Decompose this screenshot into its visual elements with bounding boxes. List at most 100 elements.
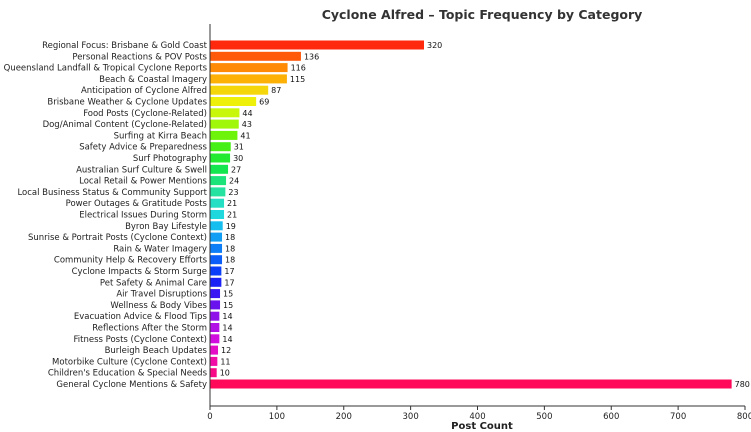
value-label: 18	[225, 256, 235, 265]
value-label: 23	[228, 188, 238, 197]
x-axis-title: Post Count	[451, 421, 513, 432]
bar	[210, 323, 220, 332]
bar	[210, 51, 301, 61]
category-label: Evacuation Advice & Flood Tips	[74, 312, 208, 322]
category-label: Queensland Landfall & Tropical Cyclone R…	[4, 64, 208, 74]
bar	[210, 255, 223, 265]
bar	[210, 40, 424, 50]
bar	[210, 153, 231, 163]
value-label: 17	[224, 278, 234, 287]
value-label: 18	[225, 233, 235, 242]
value-label: 44	[242, 109, 252, 118]
category-label: Safety Advice & Preparedness	[79, 143, 207, 153]
bar	[210, 311, 220, 321]
value-label: 87	[271, 86, 281, 95]
category-label: Surfing at Kirra Beach	[114, 131, 207, 141]
category-label: Wellness & Body Vibes	[110, 301, 207, 311]
category-label: Personal Reactions & POV Posts	[72, 52, 207, 62]
category-label: Regional Focus: Brisbane & Gold Coast	[42, 41, 208, 51]
value-label: 136	[304, 52, 319, 61]
value-label: 15	[223, 290, 233, 299]
value-label: 115	[290, 75, 305, 84]
bar	[210, 232, 223, 242]
value-label: 14	[222, 324, 232, 333]
bar	[210, 164, 229, 174]
value-label: 21	[227, 211, 237, 220]
category-label: Motorbike Culture (Cyclone Context)	[52, 357, 207, 367]
x-axis: 0 100 200 300 400 500 600 700 800	[207, 406, 751, 422]
bar	[210, 130, 238, 140]
bar	[210, 97, 257, 106]
value-label: 14	[222, 335, 232, 344]
category-label: Pet Safety & Animal Care	[100, 278, 207, 288]
category-label: Reflections After the Storm	[92, 324, 207, 334]
category-label: Dog/Animal Content (Cyclone-Related)	[43, 120, 207, 130]
x-tick-label: 700	[670, 412, 686, 422]
value-label: 43	[242, 120, 252, 129]
value-label: 12	[221, 346, 231, 355]
category-labels-group: Regional Focus: Brisbane & Gold CoastPer…	[4, 41, 208, 390]
bar	[210, 379, 732, 389]
category-label: Sunrise & Portrait Posts (Cyclone Contex…	[28, 233, 207, 243]
value-label: 31	[234, 143, 244, 152]
category-label: Byron Bay Lifestyle	[125, 222, 207, 232]
x-tick-label: 300	[403, 412, 419, 422]
x-tick-label: 500	[536, 412, 552, 422]
category-label: Cyclone Impacts & Storm Surge	[72, 267, 207, 277]
category-label: Rain & Water Imagery	[113, 244, 207, 254]
bar	[210, 74, 287, 84]
bar	[210, 368, 217, 378]
category-label: General Cyclone Mentions & Safety	[56, 380, 207, 390]
bars-group	[210, 40, 732, 389]
x-tick-label: 0	[207, 412, 212, 422]
category-label: Children's Education & Special Needs	[48, 369, 208, 379]
bar	[210, 187, 226, 197]
value-label: 69	[259, 98, 269, 107]
bar	[210, 198, 225, 208]
bar	[210, 266, 222, 276]
value-label: 19	[226, 222, 236, 231]
bar	[210, 221, 223, 231]
value-label: 15	[223, 301, 233, 310]
bar	[210, 108, 240, 118]
value-label: 116	[291, 64, 306, 73]
bar	[210, 119, 239, 129]
value-label: 18	[225, 244, 235, 253]
value-label: 30	[233, 154, 243, 163]
bar	[210, 345, 219, 355]
value-label: 10	[220, 369, 230, 378]
bar	[210, 85, 269, 95]
x-tick-label: 800	[737, 412, 751, 422]
bar	[210, 176, 227, 186]
value-label: 780	[735, 380, 750, 389]
x-tick-label: 200	[336, 412, 352, 422]
category-label: Air Travel Disruptions	[116, 290, 207, 300]
category-label: Beach & Coastal Imagery	[99, 75, 207, 85]
bar	[210, 300, 221, 310]
category-label: Local Business Status & Community Suppor…	[17, 188, 207, 198]
value-label: 41	[240, 131, 250, 140]
category-label: Burleigh Beach Updates	[105, 346, 208, 356]
category-label: Australian Surf Culture & Swell	[76, 165, 207, 175]
bar	[210, 334, 220, 344]
category-label: Power Outages & Gratitude Posts	[66, 199, 208, 209]
bar	[210, 277, 222, 287]
category-label: Fitness Posts (Cyclone Context)	[73, 335, 207, 345]
category-label: Surf Photography	[133, 154, 207, 164]
category-label: Community Help & Recovery Efforts	[54, 256, 208, 266]
x-tick-label: 400	[469, 412, 485, 422]
bar	[210, 63, 288, 73]
bar	[210, 356, 218, 366]
category-label: Brisbane Weather & Cyclone Updates	[47, 98, 207, 108]
bar	[210, 243, 223, 253]
category-label: Anticipation of Cyclone Alfred	[81, 86, 207, 96]
x-tick-label: 100	[269, 412, 285, 422]
x-tick-label: 600	[603, 412, 619, 422]
chart-title: Cyclone Alfred – Topic Frequency by Cate…	[322, 7, 643, 22]
value-label: 320	[427, 41, 442, 50]
value-label: 17	[224, 267, 234, 276]
category-label: Local Retail & Power Mentions	[79, 177, 207, 187]
value-label: 27	[231, 165, 241, 174]
value-label: 14	[222, 312, 232, 321]
